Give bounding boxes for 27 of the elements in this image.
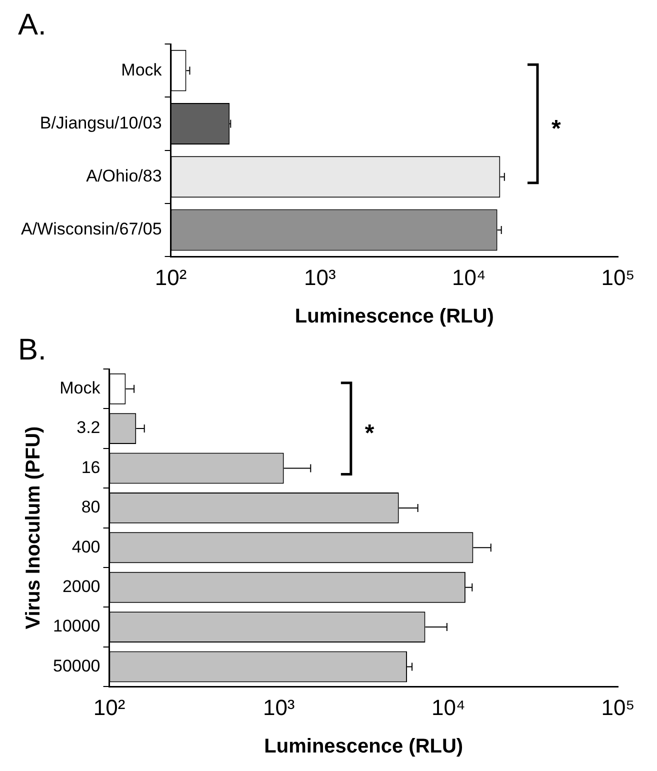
y-tick-label: Mock — [121, 60, 162, 80]
annotation: * — [364, 420, 375, 448]
y-tick-label: Mock — [60, 378, 101, 398]
x-tick-label: 10⁵ — [601, 694, 635, 720]
x-tick-label: 10² — [154, 264, 187, 290]
y-tick-label: 400 — [72, 537, 100, 556]
y-tick-label: 80 — [81, 498, 100, 517]
x-tick-label: 10⁴ — [431, 694, 466, 720]
chart-title: B. — [18, 333, 46, 366]
x-tick-label: 10³ — [304, 264, 336, 290]
y-tick-label: A/Ohio/83 — [86, 166, 162, 186]
x-tick-label: 10⁴ — [452, 264, 486, 290]
y-tick-label: A/Wisconsin/67/05 — [20, 220, 162, 239]
x-tick-label: 10⁵ — [601, 264, 635, 290]
chart-title: A. — [18, 8, 46, 42]
x-tick-label: 10³ — [262, 694, 295, 720]
y-tick-label: B/Jiangsu/10/03 — [40, 113, 162, 132]
y-tick-label: 16 — [81, 458, 100, 477]
y-tick-label: 50000 — [52, 656, 100, 676]
y-tick-label: 3.2 — [76, 418, 100, 438]
x-axis-title: Luminescence (RLU) — [294, 306, 494, 328]
y-tick-label: 2000 — [62, 577, 100, 596]
y-tick-label: 10000 — [52, 616, 100, 636]
x-tick-label: 10² — [93, 694, 126, 720]
x-axis-title: Luminescence (RLU) — [264, 736, 464, 758]
y-axis-title: Virus Inoculum (PFU) — [22, 426, 45, 630]
annotation: * — [552, 115, 562, 142]
